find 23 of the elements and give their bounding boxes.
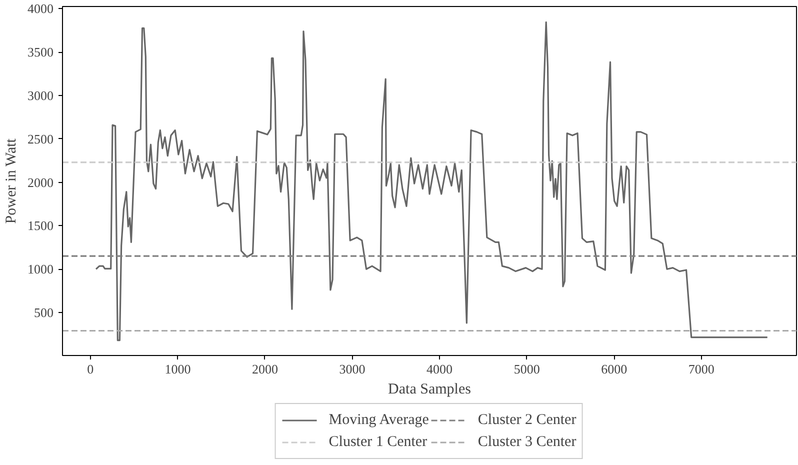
x-tick-label: 7000 xyxy=(688,362,714,376)
x-tick-label: 5000 xyxy=(514,362,540,376)
y-tick-label: 2500 xyxy=(28,131,54,146)
y-axis-title: Power in Watt xyxy=(4,138,20,224)
legend-label: Cluster 2 Center xyxy=(478,412,576,428)
x-tick-label: 6000 xyxy=(601,362,628,376)
x-tick-label: 1000 xyxy=(164,362,191,376)
x-tick-label: 2000 xyxy=(252,362,278,376)
y-tick-label: 1000 xyxy=(28,262,54,277)
y-tick-label: 3500 xyxy=(28,44,54,60)
x-tick-label: 3000 xyxy=(339,362,366,376)
y-tick-label: 500 xyxy=(34,305,54,320)
x-tick-label: 4000 xyxy=(426,362,453,376)
y-tick-label: 4000 xyxy=(28,1,54,16)
x-axis-title: Data Samples xyxy=(388,382,472,398)
y-tick-label: 1500 xyxy=(28,218,54,234)
line-series xyxy=(95,21,768,342)
legend-label: Cluster 1 Center xyxy=(328,434,428,450)
y-tick-label: 3000 xyxy=(28,88,54,103)
legend-label: Cluster 3 Center xyxy=(478,434,576,450)
y-tick-label: 2000 xyxy=(28,174,54,190)
legend-label: Moving Average xyxy=(328,412,429,428)
x-tick-label: 0 xyxy=(87,362,94,376)
